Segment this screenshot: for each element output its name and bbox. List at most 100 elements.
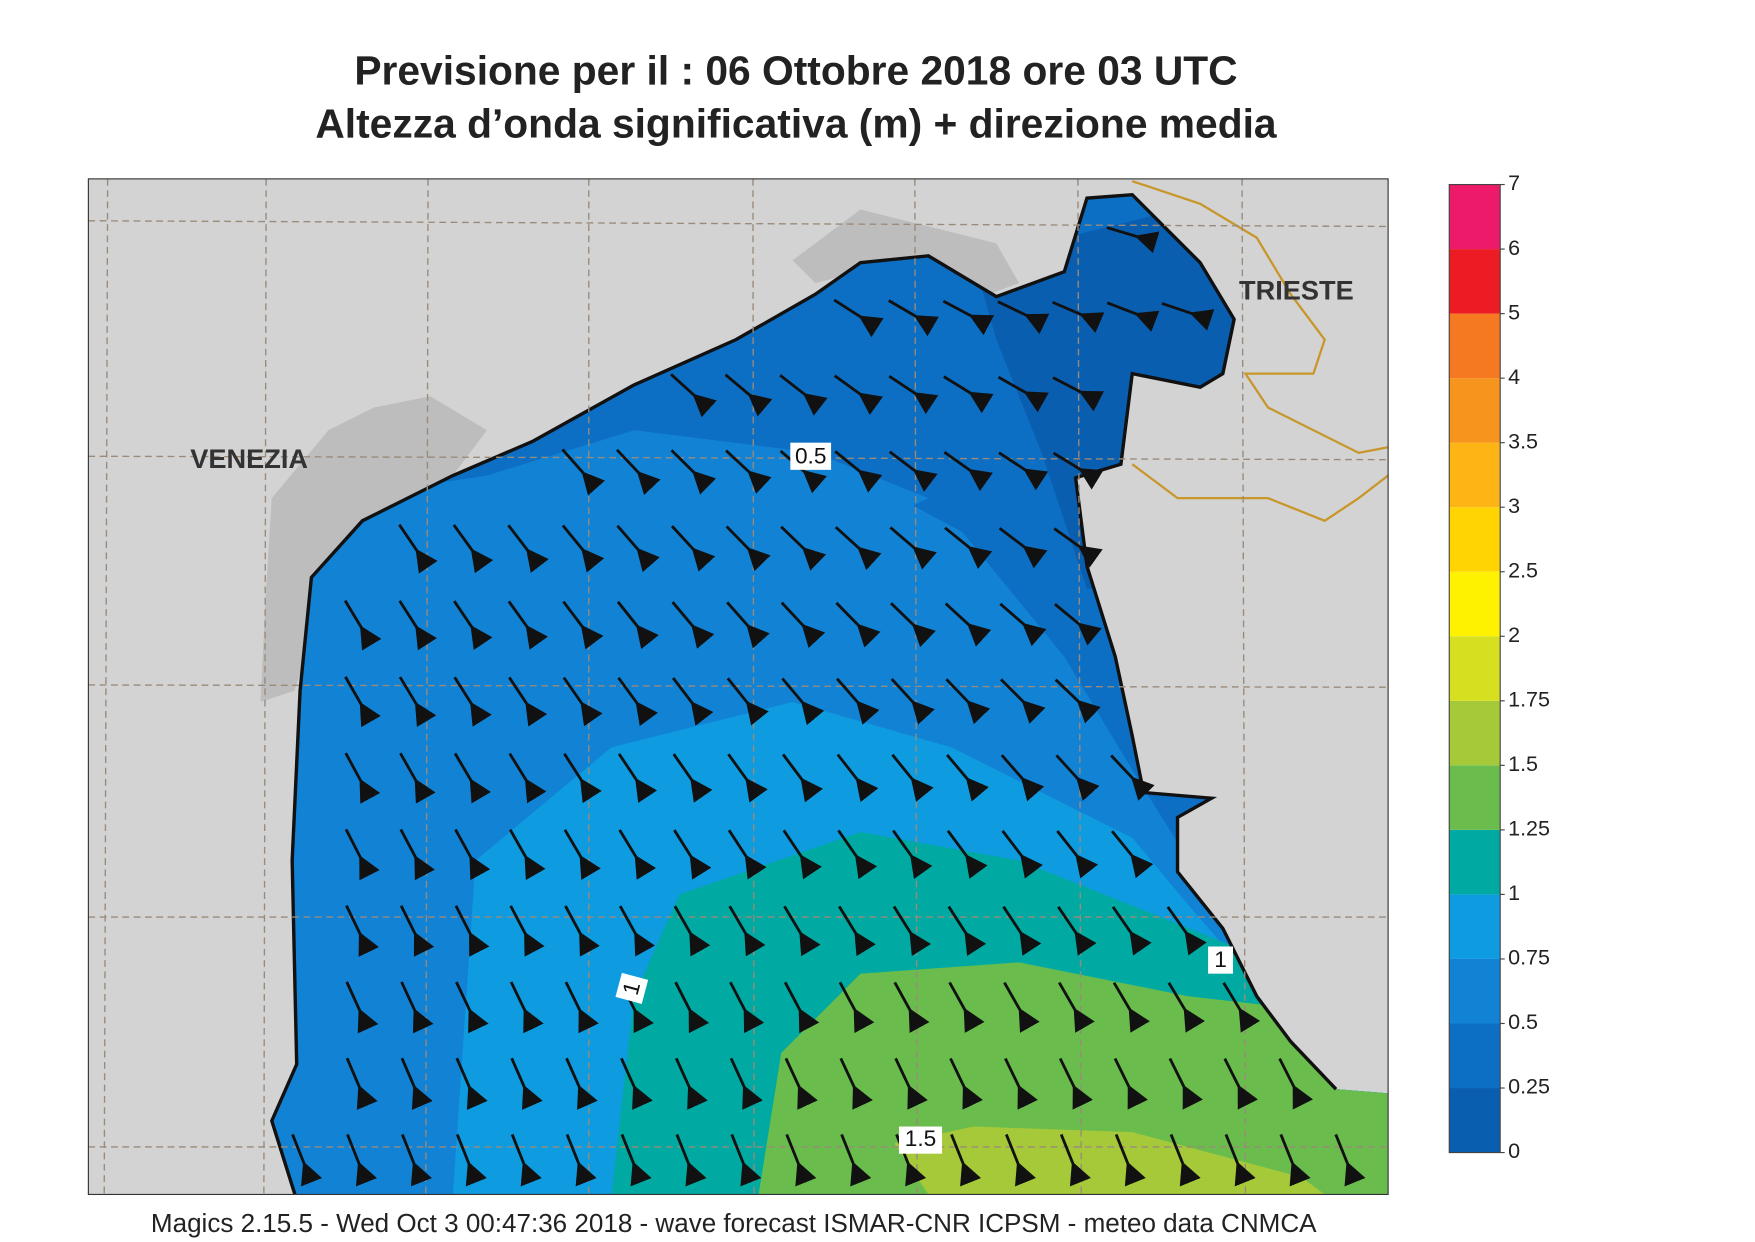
arrow xyxy=(1057,905,1097,956)
arrow xyxy=(784,1057,818,1110)
arrow xyxy=(453,600,493,651)
arrow xyxy=(946,754,989,802)
colorbar-label: 5 xyxy=(1508,300,1520,324)
arrow xyxy=(563,829,601,880)
map: VENEZIA TRIESTE 0.5 1 1 1.5 xyxy=(88,178,1389,1195)
arrow xyxy=(783,981,820,1034)
arrow xyxy=(1004,1057,1038,1110)
arrow xyxy=(835,677,880,725)
arrow xyxy=(675,1133,707,1187)
arrow xyxy=(1056,830,1099,879)
colorbar-label: 0.75 xyxy=(1508,946,1550,970)
colorbar-label: 7 xyxy=(1508,171,1520,195)
arrow xyxy=(833,374,884,415)
arrow xyxy=(620,1133,652,1187)
arrow xyxy=(454,828,491,881)
arrow xyxy=(1106,226,1160,254)
arrow xyxy=(724,373,773,417)
arrow xyxy=(837,905,876,957)
arrow xyxy=(945,678,991,725)
arrow xyxy=(1334,1133,1366,1187)
arrow xyxy=(834,526,882,571)
colorbar-segment xyxy=(1449,1023,1501,1089)
arrow xyxy=(510,1133,542,1187)
arrow xyxy=(1000,754,1045,802)
arrow xyxy=(726,677,769,726)
city-label: VENEZIA xyxy=(190,443,308,474)
grid xyxy=(88,178,1389,1195)
arrow xyxy=(1169,1133,1201,1187)
arrows xyxy=(291,226,1366,1187)
label-bg xyxy=(899,1126,943,1154)
arrow xyxy=(783,905,821,957)
arrow xyxy=(729,981,765,1034)
arrow xyxy=(674,981,710,1034)
arrow xyxy=(673,829,712,880)
arrow xyxy=(453,752,492,804)
arrow xyxy=(1166,906,1207,956)
arrow xyxy=(620,1057,653,1110)
city-label: TRIESTE xyxy=(1239,274,1354,305)
title: Previsione per il : 06 Ottobre 2018 ore … xyxy=(354,47,1237,93)
arrow xyxy=(508,752,547,804)
coastline xyxy=(269,192,1338,1195)
footer: Magics 2.15.5 - Wed Oct 3 00:47:36 2018 … xyxy=(151,1208,1317,1238)
arrow xyxy=(562,600,604,650)
arrow xyxy=(454,905,490,957)
colorbar-label: 4 xyxy=(1508,365,1520,389)
arrow xyxy=(399,752,436,804)
arrow xyxy=(670,525,716,572)
arrow xyxy=(946,829,988,879)
colorbar-label: 3.5 xyxy=(1508,429,1538,453)
arrow xyxy=(947,905,987,957)
arrow xyxy=(563,752,602,804)
colorbar-label: 2.5 xyxy=(1508,558,1538,582)
arrow xyxy=(453,676,492,727)
arrow xyxy=(452,524,494,574)
arrow xyxy=(780,525,827,571)
arrow xyxy=(398,600,437,651)
arrow xyxy=(346,1133,378,1187)
colorbar-segment xyxy=(1449,313,1501,379)
arrow xyxy=(1002,905,1042,956)
colorbar-frame xyxy=(1448,183,1501,1154)
arrow xyxy=(1055,754,1100,802)
arrow xyxy=(616,524,660,573)
arrow xyxy=(837,829,878,880)
arrow xyxy=(1001,830,1043,879)
arrow xyxy=(455,981,489,1034)
arrow xyxy=(1052,300,1105,334)
arrow xyxy=(997,375,1049,413)
arrow xyxy=(997,300,1050,335)
arrow xyxy=(1110,754,1155,801)
arrow xyxy=(455,1057,488,1110)
colorbar-label: 0.5 xyxy=(1508,1010,1538,1034)
arrow xyxy=(672,677,714,726)
arrow xyxy=(949,1057,983,1110)
arrow xyxy=(561,524,605,573)
colorbar-segment xyxy=(1449,571,1501,637)
arrow xyxy=(508,676,548,727)
colorbar-segment xyxy=(1449,765,1501,830)
colorbar-label: 1.5 xyxy=(1508,752,1538,776)
arrow xyxy=(780,601,826,649)
arrow xyxy=(615,448,661,496)
arrow xyxy=(1168,1057,1203,1110)
arrow xyxy=(943,451,993,492)
arrow xyxy=(726,601,770,649)
colorbar-segment xyxy=(1449,894,1501,959)
arrow xyxy=(400,981,434,1034)
arrow xyxy=(291,1133,323,1187)
arrow xyxy=(838,981,875,1034)
wave-zone xyxy=(894,1126,1325,1195)
arrow xyxy=(508,828,546,881)
arrow xyxy=(835,601,881,648)
arrow xyxy=(401,1133,432,1187)
arrow xyxy=(510,1057,543,1110)
arrow xyxy=(564,981,599,1034)
arrow xyxy=(1167,981,1205,1033)
colorbar-label: 3 xyxy=(1508,494,1520,518)
arrow xyxy=(345,905,379,957)
arrow xyxy=(948,981,985,1033)
arrow xyxy=(891,753,934,802)
